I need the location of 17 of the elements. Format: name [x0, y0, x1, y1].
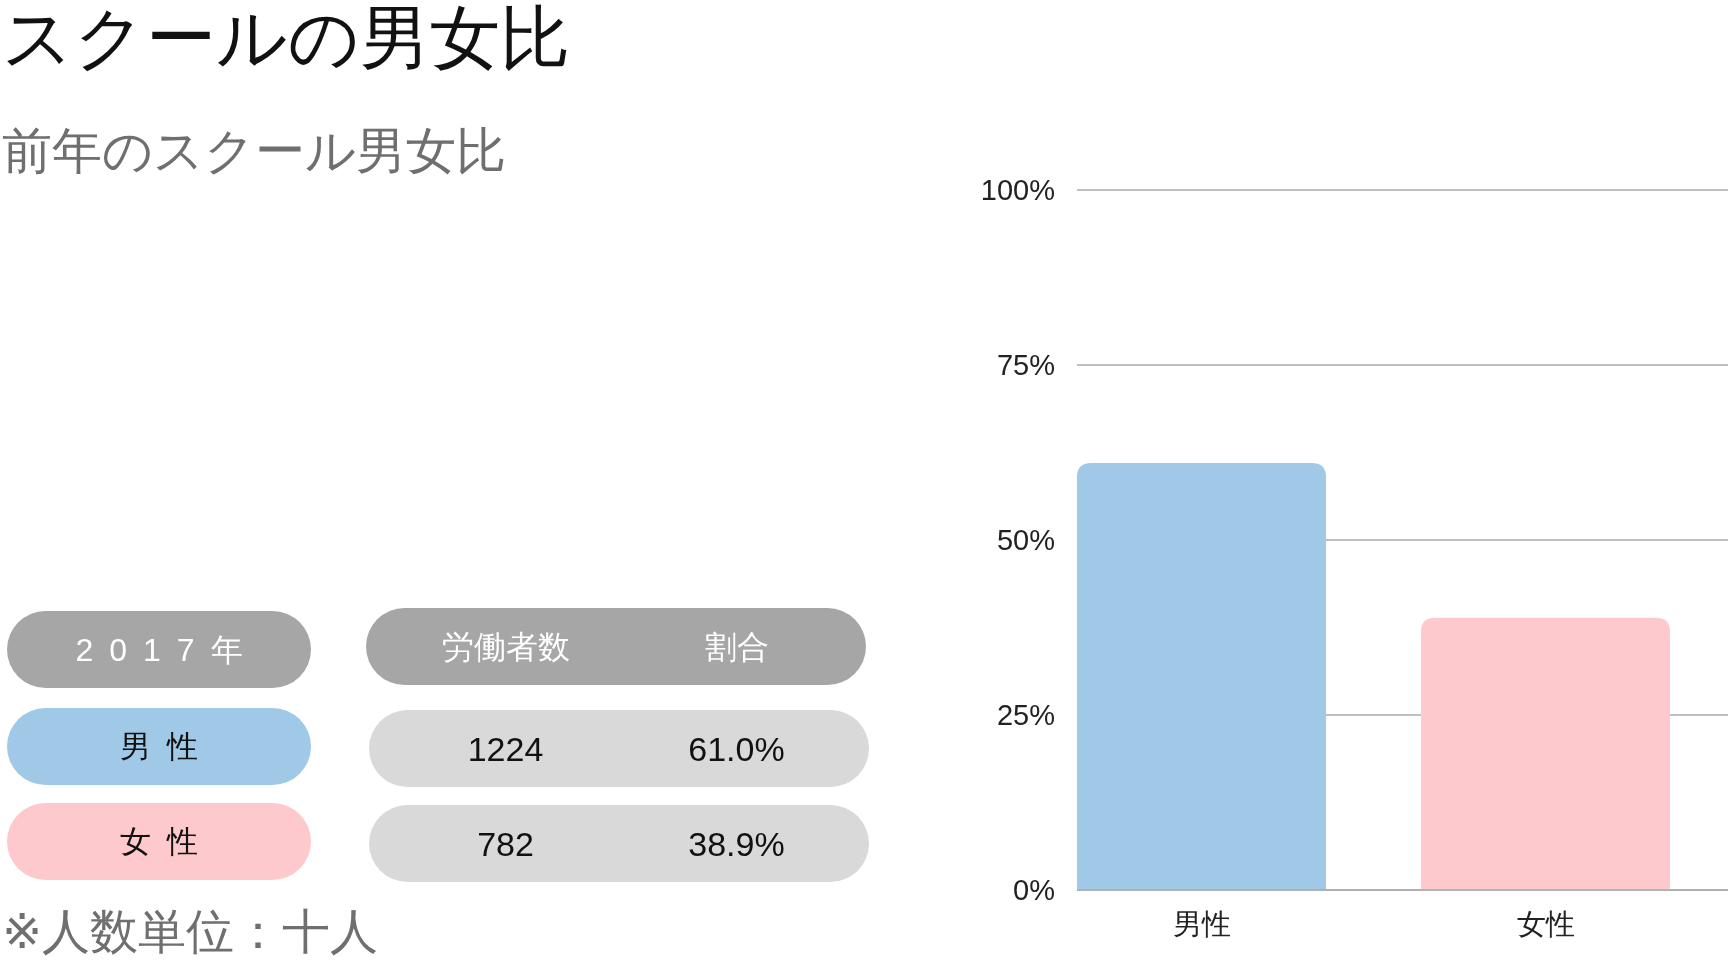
text: スクールの男女比 — [2, 0, 570, 77]
y-tick-label: 100% — [980, 174, 1055, 206]
category-label: 男性 — [120, 729, 214, 764]
data-label: 61.0% — [688, 729, 785, 768]
text: 割合 — [704, 628, 769, 665]
legend-title: 2017年 — [75, 631, 259, 668]
series-label: 労働者数 — [441, 628, 570, 665]
y-tick-label: 50% — [996, 524, 1055, 556]
text: 前年のスクール男女比 — [2, 123, 506, 179]
data-label: 1224 — [467, 729, 544, 768]
data-label: 782 — [477, 824, 534, 863]
y-tick-label: 25% — [996, 699, 1055, 731]
text: ※人数単位：十人 — [2, 905, 379, 958]
y-tick-label: 0% — [1013, 874, 1055, 906]
category-label: 女性 — [120, 824, 214, 859]
data-label: 38.9% — [688, 824, 785, 863]
y-tick-label: 75% — [996, 349, 1055, 381]
